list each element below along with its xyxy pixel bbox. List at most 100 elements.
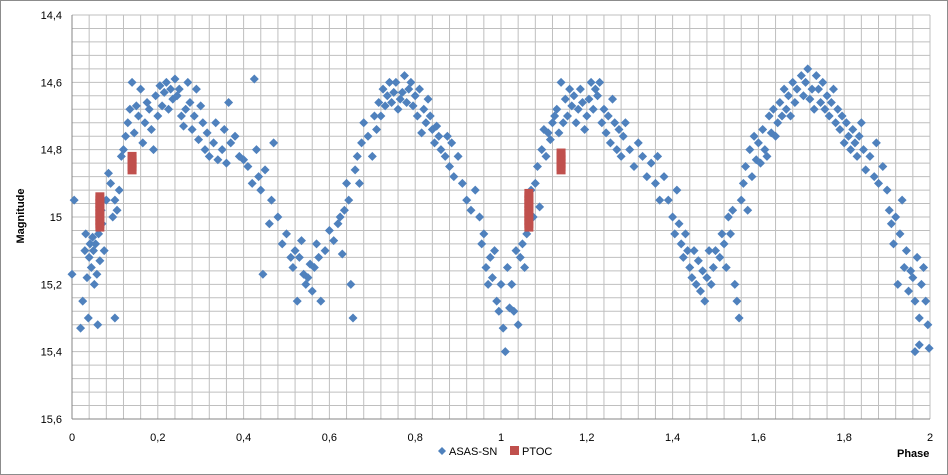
data-point-asas-sn (404, 84, 414, 94)
data-point-asas-sn (80, 246, 90, 256)
data-point-asas-sn (131, 101, 141, 111)
data-point-asas-sn (149, 145, 159, 155)
data-point-asas-sn (541, 151, 551, 161)
data-point-asas-sn (350, 165, 360, 175)
data-point-asas-sn (545, 135, 555, 145)
data-point-asas-sn (151, 91, 161, 101)
data-point-asas-sn (144, 104, 154, 114)
data-point-asas-sn (798, 91, 808, 101)
data-point-asas-sn (695, 286, 705, 296)
data-point-asas-sn (655, 195, 665, 205)
data-point-asas-sn (292, 296, 302, 306)
data-point-asas-sn (312, 239, 322, 249)
data-point-asas-sn (505, 303, 515, 313)
data-point-asas-sn (616, 151, 626, 161)
data-point-asas-sn (792, 84, 802, 94)
data-point-asas-sn (320, 246, 330, 256)
data-point-asas-sn (822, 91, 832, 101)
data-point-asas-sn (492, 296, 502, 306)
data-point-asas-sn (732, 296, 742, 306)
data-point-asas-sn (399, 71, 409, 81)
data-point-asas-sn (625, 145, 635, 155)
data-point-asas-sn (367, 151, 377, 161)
data-point-asas-sn (146, 124, 156, 134)
data-point-asas-sn (179, 121, 189, 131)
data-point-asas-sn (811, 71, 821, 81)
data-point-asas-sn (768, 104, 778, 114)
data-point-asas-sn (841, 118, 851, 128)
data-point-asas-sn (110, 313, 120, 323)
data-point-asas-sn (552, 104, 562, 114)
data-point-asas-sn (91, 239, 101, 249)
data-point-asas-sn (414, 84, 424, 94)
data-point-asas-sn (380, 101, 390, 111)
data-point-asas-sn (605, 138, 615, 148)
data-point-asas-sn (239, 155, 249, 165)
data-point-asas-sn (762, 151, 772, 161)
data-point-asas-sn (771, 131, 781, 141)
data-point-asas-sn (670, 229, 680, 239)
data-point-asas-sn (638, 151, 648, 161)
data-point-asas-sn (359, 118, 369, 128)
data-point-asas-sn (200, 145, 210, 155)
data-point-asas-sn (824, 111, 834, 121)
data-point-asas-sn (374, 98, 384, 108)
data-point-asas-sn (871, 138, 881, 148)
data-point-asas-sn (818, 77, 828, 87)
data-point-asas-sn (118, 145, 128, 155)
data-point-asas-sn (434, 131, 444, 141)
data-point-asas-sn (614, 124, 624, 134)
x-tick-label: 0,6 (322, 432, 337, 444)
data-point-asas-sn (704, 246, 714, 256)
data-point-asas-sn (706, 279, 716, 289)
data-point-asas-sn (773, 118, 783, 128)
data-point-asas-sn (719, 239, 729, 249)
data-point-asas-sn (535, 202, 545, 212)
data-point-asas-sn (543, 128, 553, 138)
data-point-asas-sn (125, 104, 135, 114)
data-point-asas-sn (726, 229, 736, 239)
data-point-asas-sn (582, 111, 592, 121)
data-point-asas-sn (562, 111, 572, 121)
data-point-asas-sn (567, 101, 577, 111)
data-point-asas-sn (826, 98, 836, 108)
x-tick-label: 0 (69, 432, 75, 444)
data-point-asas-sn (730, 279, 740, 289)
series-asas-sn (67, 64, 934, 357)
data-point-asas-sn (99, 246, 109, 256)
data-point-asas-sn (820, 104, 830, 114)
data-point-asas-sn (95, 256, 105, 266)
data-point-asas-sn (363, 131, 373, 141)
data-point-asas-sn (402, 98, 412, 108)
data-point-asas-sn (515, 252, 525, 262)
data-point-asas-sn (352, 151, 362, 161)
data-point-asas-sn (67, 269, 77, 279)
data-point-asas-sn (221, 158, 231, 168)
data-point-asas-sn (689, 246, 699, 256)
data-point-asas-sn (663, 195, 673, 205)
data-point-asas-sn (914, 340, 924, 350)
data-point-asas-sn (728, 205, 738, 215)
data-point-asas-sn (106, 178, 116, 188)
x-tick-label: 0,2 (150, 432, 165, 444)
data-point-asas-sn (901, 246, 911, 256)
data-point-asas-sn (537, 145, 547, 155)
data-point-asas-sn (258, 269, 268, 279)
data-point-asas-sn (758, 124, 768, 134)
data-point-asas-sn (226, 138, 236, 148)
data-point-asas-sn (833, 104, 843, 114)
data-point-asas-sn (384, 77, 394, 87)
data-point-asas-sn (174, 84, 184, 94)
data-point-asas-sn (282, 229, 291, 239)
data-point-asas-sn (181, 104, 191, 114)
data-point-asas-sn (580, 124, 590, 134)
data-point-asas-sn (445, 162, 455, 171)
data-point-asas-sn (914, 313, 924, 323)
data-point-asas-sn (711, 246, 720, 256)
data-point-asas-sn (387, 98, 397, 108)
data-point-asas-sn (612, 145, 622, 155)
data-point-asas-sn (893, 279, 903, 289)
data-point-ptoc (127, 165, 137, 175)
data-point-asas-sn (378, 84, 388, 94)
